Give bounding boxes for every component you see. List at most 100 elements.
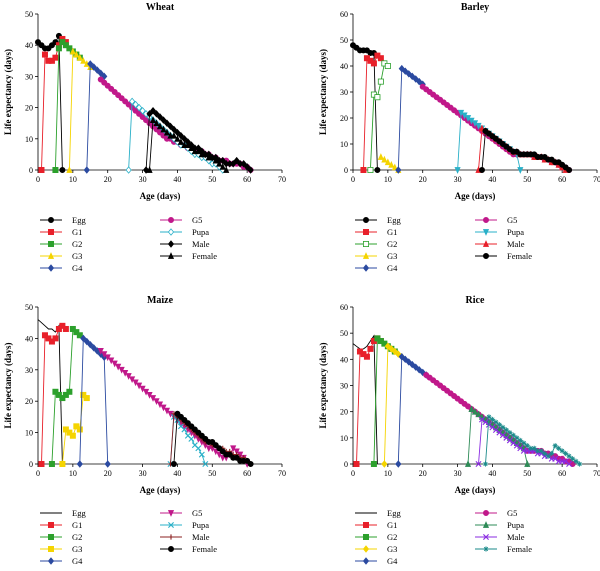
data-point xyxy=(517,445,524,452)
data-point xyxy=(367,166,374,173)
legend-item: Female xyxy=(475,544,532,554)
data-point xyxy=(52,388,59,395)
data-point xyxy=(377,153,384,160)
legend-label: G2 xyxy=(72,532,82,542)
legend-label: Male xyxy=(507,239,525,249)
legend-item: Male xyxy=(475,239,525,249)
legend-item: Male xyxy=(475,532,525,542)
legend-swatch-marker xyxy=(48,216,55,223)
x-tick-label: 0 xyxy=(351,469,355,478)
legend-item: G2 xyxy=(355,239,397,249)
legend-swatch-marker xyxy=(482,229,490,236)
data-point xyxy=(170,460,177,467)
legend-label: G5 xyxy=(507,508,517,518)
data-point xyxy=(55,45,62,52)
series-egg xyxy=(352,334,378,465)
data-point xyxy=(188,144,195,152)
legend-item: G1 xyxy=(355,227,397,237)
data-point xyxy=(66,45,73,52)
legend-item: G1 xyxy=(40,227,82,237)
legend-swatch-marker xyxy=(482,509,489,516)
legend-label: G4 xyxy=(387,556,398,566)
legend-swatch-marker xyxy=(47,264,55,272)
data-point xyxy=(374,94,381,101)
data-point xyxy=(66,166,73,173)
legend-swatch-marker xyxy=(47,252,55,259)
x-tick-label: 70 xyxy=(278,175,286,184)
data-point xyxy=(566,453,572,459)
legend-label: Male xyxy=(192,532,210,542)
legend-label: Pupa xyxy=(507,227,524,237)
data-point xyxy=(128,97,136,106)
data-point xyxy=(552,455,559,462)
y-tick-label: 0 xyxy=(344,166,348,175)
legend-swatch-marker xyxy=(48,240,55,247)
data-point xyxy=(388,160,395,168)
data-point xyxy=(471,407,479,415)
data-point xyxy=(212,156,219,164)
series-line xyxy=(352,334,378,465)
data-point xyxy=(59,460,66,467)
data-point xyxy=(52,54,59,61)
data-point xyxy=(377,55,384,62)
data-point xyxy=(83,395,90,402)
y-tick-label: 50 xyxy=(25,303,33,312)
legend-item: Pupa xyxy=(475,227,524,237)
data-point xyxy=(125,166,132,174)
data-point xyxy=(94,66,101,74)
data-point xyxy=(524,460,531,467)
legend-item: Male xyxy=(160,239,210,249)
series-g5 xyxy=(97,76,254,173)
series-line xyxy=(363,54,382,171)
data-point xyxy=(209,153,216,161)
legend-swatch-marker xyxy=(362,264,370,272)
data-point xyxy=(52,335,59,342)
series-g3 xyxy=(59,391,90,467)
data-point xyxy=(52,166,59,173)
data-point xyxy=(170,131,178,139)
data-point xyxy=(66,388,73,395)
legend-label: G3 xyxy=(387,544,397,554)
x-tick-label: 0 xyxy=(36,175,40,184)
legend-item: Egg xyxy=(355,508,401,518)
x-tick-label: 70 xyxy=(593,469,600,478)
data-point xyxy=(90,63,97,71)
legend-swatch-marker xyxy=(362,240,369,247)
legend-item: Female xyxy=(160,251,217,261)
data-point xyxy=(80,56,87,64)
data-point xyxy=(384,342,391,350)
x-tick-label: 20 xyxy=(104,469,112,478)
data-point xyxy=(489,416,496,423)
data-point xyxy=(62,426,69,433)
y-tick-label: 30 xyxy=(340,88,348,97)
series-egg xyxy=(35,32,66,173)
y-axis-label: Life expectancy (days) xyxy=(3,49,13,135)
legend-item: G3 xyxy=(40,251,82,261)
data-point xyxy=(69,47,76,55)
series-female xyxy=(170,410,254,467)
legend-swatch-marker xyxy=(362,228,369,235)
panel-wheat: Wheat 0 10 20 30 40 50 60 70 0 10 20 30 40 50 Age (days… xyxy=(3,2,286,273)
data-point xyxy=(549,450,555,457)
data-point xyxy=(493,419,499,425)
y-tick-label: 10 xyxy=(340,140,348,149)
panel-maize: Maize 0 10 20 30 40 50 60 70 0 10 20 30 40 50 Age (days… xyxy=(3,295,286,566)
legend-swatch-marker xyxy=(362,522,369,529)
data-point xyxy=(384,158,391,166)
legend-label: G2 xyxy=(387,239,397,249)
data-point xyxy=(149,106,157,115)
data-point xyxy=(59,39,66,46)
x-tick-label: 50 xyxy=(523,175,531,184)
panel-title: Rice xyxy=(466,295,485,306)
legend: Egg G1 G2 G3 G4 G5 Pupa Male Female xyxy=(40,508,217,566)
series-g2 xyxy=(370,335,398,467)
data-point xyxy=(503,427,509,433)
data-point xyxy=(83,337,90,346)
series-male xyxy=(475,416,573,467)
legend-swatch-marker xyxy=(167,510,175,517)
y-tick-label: 20 xyxy=(340,114,348,123)
data-point xyxy=(73,423,80,430)
legend-swatch-marker xyxy=(362,216,369,223)
data-point xyxy=(230,160,237,168)
legend-swatch-marker xyxy=(47,557,55,565)
